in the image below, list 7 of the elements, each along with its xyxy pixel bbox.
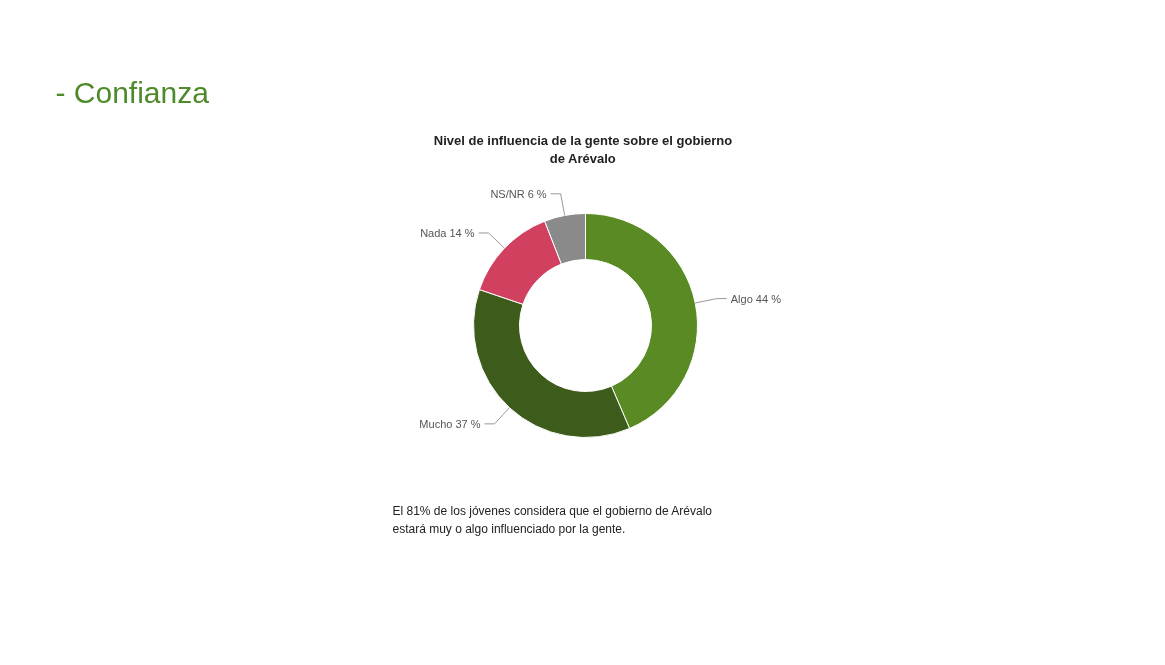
text: El 81% de los jóvenes considera que el gobierno de Arévalo estará muy o algo influenciado por la gente.: [392, 503, 713, 536]
slice-label: Algo 44 %: [730, 292, 782, 305]
chart-title: Nivel de influencia de la gente sobre el gobierno de Arévalo: [433, 132, 733, 166]
slice-label: NS/NR 6 %: [490, 187, 547, 200]
text: - Confianza: [55, 76, 210, 109]
slice-label: Mucho 37 %: [419, 417, 481, 430]
slice-label: Nada 14 %: [420, 226, 475, 239]
